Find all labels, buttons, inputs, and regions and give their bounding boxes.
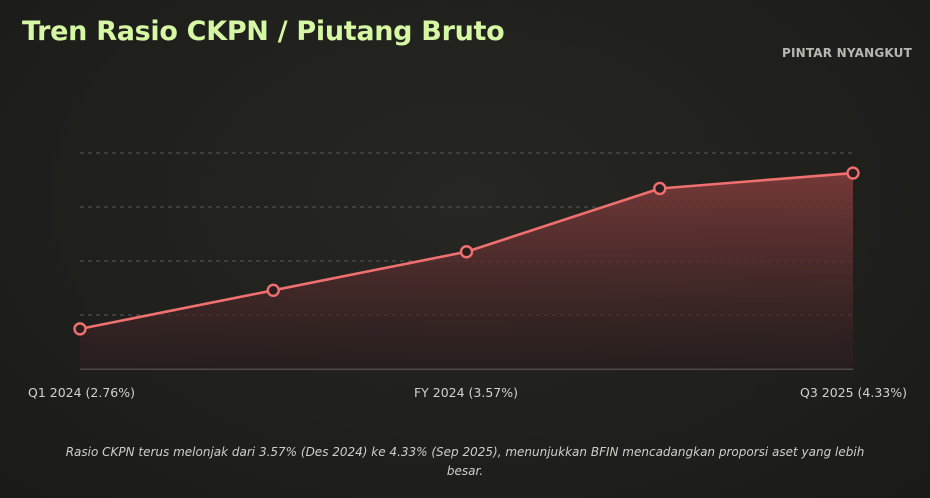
data-point-h1-2024 [266,283,280,298]
data-point-fy-2024 [653,181,667,196]
data-point-9m-2024 [459,245,474,259]
x-tick-label: FY 2024 (3.57%) [414,385,518,400]
x-tick-label: Q1 2024 (2.76%) [28,385,135,400]
tick-labels-layer: Q1 2024 (2.76%) FY 2024 (3.57%) Q3 2025 (4… [28,385,907,400]
data-points-layer [73,166,860,336]
chart-title: Tren Rasio CKPN / Piutang Bruto [22,16,505,47]
line-area-chart: Q1 2024 (2.76%) FY 2024 (3.57%) Q3 2025 (4… [28,152,907,400]
data-point-q3-2025 [846,166,860,180]
chart-caption: Rasio CKPN terus melonjak dari 3.57% (De… [65,445,865,478]
x-tick-label: Q3 2025 (4.33%) [800,385,907,400]
data-point-q1-2024 [73,322,87,336]
area-fill [80,173,853,369]
area-fill-layer [80,173,853,369]
brand-label: PINTAR NYANGKUT [781,46,912,60]
